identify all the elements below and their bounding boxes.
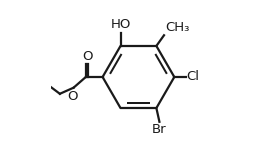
Text: HO: HO bbox=[110, 18, 131, 31]
Text: O: O bbox=[82, 49, 92, 63]
Text: CH₃: CH₃ bbox=[165, 22, 189, 34]
Text: Br: Br bbox=[152, 123, 167, 136]
Text: Cl: Cl bbox=[186, 71, 200, 83]
Text: O: O bbox=[67, 90, 78, 103]
